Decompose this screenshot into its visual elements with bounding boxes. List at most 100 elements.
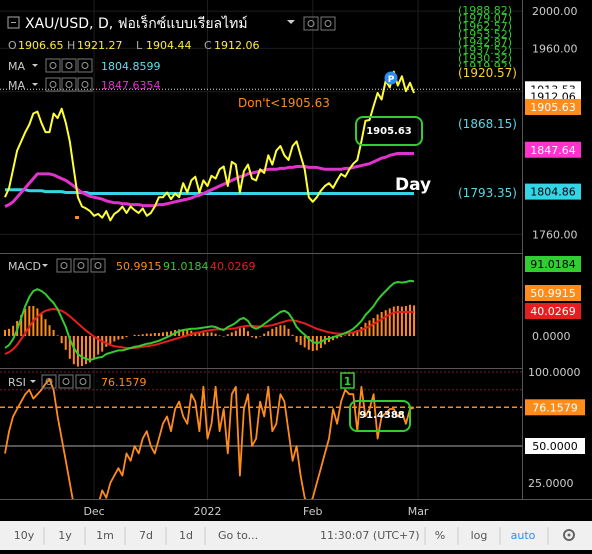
price-tick-label: 1960.00: [532, 42, 578, 55]
level-1920: (1920.57): [458, 66, 517, 80]
range-button-1d[interactable]: 1d: [179, 529, 193, 542]
rsi-marker-box[interactable]: [340, 372, 355, 389]
auto-toggle[interactable]: auto: [511, 529, 536, 542]
macd-label[interactable]: MACD: [8, 260, 41, 273]
macd-settings-icon[interactable]: [56, 258, 72, 273]
range-button-1y[interactable]: 1y: [58, 529, 72, 542]
ma1-label[interactable]: MA: [8, 60, 25, 73]
ma1-settings-icon[interactable]: [45, 58, 61, 73]
goto-button[interactable]: Go to...: [218, 529, 258, 542]
ohlc-value: 1906.65: [18, 39, 64, 52]
rsi-badge-text: 50.0000: [532, 440, 578, 453]
level-1920-bg: [455, 67, 521, 79]
rsi-close-icon[interactable]: [75, 374, 91, 389]
rsi-badge: [525, 438, 585, 454]
rsi-marker-label: 1: [344, 375, 352, 388]
ma2-close-icon-glyph: [81, 81, 89, 88]
rsi-badge-text: 76.1579: [532, 401, 578, 414]
rsi-annotation-box: [349, 400, 411, 432]
macd-badge: [525, 303, 581, 319]
ma2-dropdown-icon[interactable]: [32, 83, 38, 86]
rsi-settings2-icon-glyph: [62, 378, 70, 385]
event-marker-label: P: [388, 75, 395, 85]
ma1-value: 1804.8599: [101, 60, 161, 73]
macd-value-2: 91.0184: [163, 260, 209, 273]
macd-badge: [525, 285, 581, 301]
stack-level-label: (1979.07): [458, 12, 512, 25]
stack-level-label: (1962.57): [458, 20, 512, 33]
gear-icon-center: [567, 533, 571, 537]
ma1-dropdown-icon[interactable]: [32, 64, 38, 67]
ma1-close-icon[interactable]: [77, 58, 93, 73]
rsi-badge: [525, 399, 585, 416]
clock-display[interactable]: 11:30:07 (UTC+7): [320, 529, 420, 542]
macd-badge-text: 40.0269: [530, 305, 576, 318]
rsi-value: 76.1579: [101, 376, 147, 389]
ma1-settings2-icon-glyph: [65, 62, 73, 69]
macd-close-icon-glyph: [94, 262, 102, 269]
collapse-icon[interactable]: [7, 16, 20, 29]
ma2-label[interactable]: MA: [8, 79, 25, 92]
ma2-close-icon[interactable]: [77, 77, 93, 92]
ohlc-key: L: [136, 39, 143, 52]
range-button-1m[interactable]: 1m: [96, 529, 114, 542]
close-icon[interactable]: [320, 16, 336, 31]
macd-line: [4, 279, 415, 361]
symbol-title[interactable]: XAU/USD, D, ฟอเร็กซ์แบบเรียลไทม์: [25, 14, 248, 32]
macd-dropdown-icon[interactable]: [42, 264, 48, 267]
title-dropdown-icon[interactable]: [287, 20, 295, 24]
macd-close-icon[interactable]: [90, 258, 106, 273]
range-button-7d[interactable]: 7d: [139, 529, 153, 542]
ma-fast-line: [4, 152, 414, 208]
macd-settings-icon-glyph: [60, 262, 68, 269]
rsi-dropdown-icon[interactable]: [30, 380, 36, 383]
macd-settings2-icon-glyph: [77, 262, 85, 269]
rsi-axis-label: 25.0000: [528, 477, 574, 490]
macd-badge: [525, 256, 581, 272]
ohlc-value: 1904.44: [146, 39, 192, 52]
ma2-value: 1847.6354: [101, 79, 161, 92]
rsi-settings2-icon[interactable]: [58, 374, 74, 389]
rsi-settings-icon[interactable]: [41, 374, 57, 389]
price-line: [4, 70, 415, 222]
level-1868: (1868.15): [458, 117, 517, 131]
time-axis-label: Feb: [303, 505, 322, 518]
macd-value-3: 40.0269: [210, 260, 256, 273]
annotation-box: [355, 116, 423, 146]
price-badge-text: 1905.63: [530, 101, 576, 114]
stack-level-label: (1942.87): [458, 36, 512, 49]
dont-annotation: Don't<1905.63: [238, 96, 330, 110]
timeframe-label: Day: [395, 175, 431, 195]
small-marker: [75, 216, 79, 219]
time-axis-label: 2022: [194, 505, 222, 518]
gear-icon[interactable]: [563, 529, 575, 541]
macd-zero-label: 0.0000: [532, 330, 571, 343]
ohlc-key: H: [67, 39, 75, 52]
percent-toggle[interactable]: %: [435, 529, 445, 542]
ohlc-value: 1912.06: [214, 39, 260, 52]
level-1793: (1793.35): [458, 186, 517, 200]
ma2-settings2-icon[interactable]: [61, 77, 77, 92]
price-badge-text: 1804.86: [530, 186, 576, 199]
range-button-10y[interactable]: 10y: [14, 529, 35, 542]
event-marker[interactable]: [384, 71, 398, 85]
close-icon-glyph: [324, 20, 332, 27]
rsi-label[interactable]: RSI: [8, 376, 26, 389]
time-axis-bg: [0, 499, 592, 520]
settings-icon[interactable]: [303, 16, 319, 31]
rsi-settings-icon-glyph: [45, 378, 53, 385]
price-badge: [525, 98, 581, 115]
macd-badge-text: 91.0184: [530, 258, 576, 271]
macd-settings2-icon[interactable]: [73, 258, 89, 273]
ma1-settings2-icon[interactable]: [61, 58, 77, 73]
time-axis-label: Mar: [408, 505, 429, 518]
ma1-settings-icon-glyph: [49, 62, 57, 69]
ma2-settings-icon[interactable]: [45, 77, 61, 92]
price-badge: [525, 183, 581, 200]
log-toggle[interactable]: log: [471, 529, 488, 542]
ma2-settings2-icon-glyph: [65, 81, 73, 88]
ohlc-value: 1921.27: [77, 39, 123, 52]
ohlc-key: C: [204, 39, 212, 52]
